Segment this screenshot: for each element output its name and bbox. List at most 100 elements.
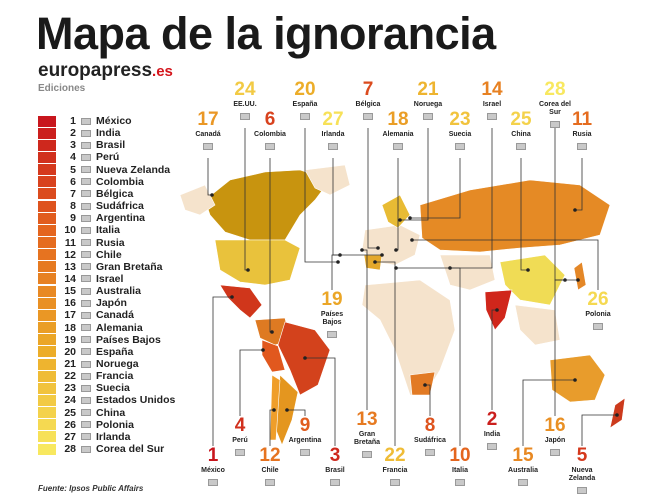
leader-line [212, 296, 232, 446]
legend-row: 22 Francia [38, 370, 133, 382]
legend-rank: 12 [64, 248, 76, 261]
legend-swatch [38, 334, 56, 346]
legend-row: 5 Nueva Zelanda [38, 164, 170, 176]
legend-row: 2 India [38, 127, 121, 139]
callout-country: Gran Bretaña [353, 431, 381, 446]
callout-rank: 11 [571, 109, 593, 130]
leader-line [331, 254, 382, 290]
leader-dot [285, 408, 289, 412]
legend-swatch [38, 115, 56, 127]
callout-flag [300, 449, 310, 456]
land [381, 194, 411, 229]
callout-flag [455, 143, 465, 150]
callout: 22 Francia [365, 446, 425, 486]
legend-rank: 26 [64, 418, 76, 431]
legend-flag [81, 372, 91, 380]
callout-flag [577, 487, 587, 494]
callout: 5 Nueva Zelanda [552, 446, 612, 494]
leader-dot [423, 383, 427, 387]
callout-country: Países Bajos [320, 311, 344, 326]
land [219, 284, 263, 319]
callout-country: Perú [232, 437, 248, 444]
land [573, 261, 587, 291]
callout-country: Japón [544, 437, 566, 444]
callout-flag [208, 479, 218, 486]
callout: 6 Colombia [240, 110, 300, 150]
legend-rank: 4 [70, 151, 76, 164]
legend-country: Estados Unidos [96, 394, 176, 407]
legend-rank: 9 [70, 212, 76, 225]
legend-row: 25 China [38, 407, 125, 419]
legend-rank: 14 [64, 272, 76, 285]
legend-row: 9 Argentina [38, 212, 145, 224]
leader-dot [270, 330, 274, 334]
callout-flag [487, 113, 497, 120]
callout-rank: 5 [576, 445, 588, 466]
leader-dot [230, 295, 234, 299]
legend-row: 28 Corea del Sur [38, 443, 164, 455]
legend-country: Países Bajos [96, 333, 161, 346]
callout: 8 Sudáfrica [400, 416, 460, 456]
legend-flag [81, 214, 91, 222]
leader-line [375, 261, 396, 446]
callout-country: China [511, 131, 531, 138]
leader-line [450, 128, 493, 269]
callout-country: Colombia [254, 131, 286, 138]
callout-rank: 20 [294, 79, 316, 100]
leader-line [304, 128, 338, 263]
legend-row: 8 Sudáfrica [38, 200, 144, 212]
legend-rank: 18 [64, 321, 76, 334]
callout-rank: 3 [329, 445, 341, 466]
legend-flag [81, 445, 91, 453]
callout: 12 Chile [240, 446, 300, 486]
legend-row: 21 Noruega [38, 358, 139, 370]
legend-row: 7 Bélgica [38, 188, 133, 200]
legend-flag [81, 299, 91, 307]
leader-line [412, 239, 599, 290]
legend-swatch [38, 394, 56, 406]
callout-rank: 9 [299, 415, 311, 436]
callout-country: Chile [261, 467, 279, 474]
legend-rank: 19 [64, 333, 76, 346]
legend-row: 18 Alemania [38, 322, 143, 334]
legend-rank: 2 [70, 127, 76, 140]
callout-flag [577, 143, 587, 150]
land [179, 184, 216, 216]
legend-swatch [38, 431, 56, 443]
callout-rank: 27 [322, 109, 344, 130]
leader-line [410, 158, 461, 219]
legend-swatch [38, 285, 56, 297]
legend-country: Japón [96, 297, 127, 310]
legend-rank: 6 [70, 175, 76, 188]
callout: 19 Países Bajos [302, 290, 362, 338]
legend-rank: 16 [64, 297, 76, 310]
legend-flag [81, 287, 91, 295]
leader-line [396, 267, 461, 446]
leader-dot [261, 348, 265, 352]
legend-swatch [38, 261, 56, 273]
land [204, 169, 331, 241]
land [361, 279, 456, 396]
legend-flag [81, 202, 91, 210]
legend-swatch [38, 224, 56, 236]
brand-main: europapress [38, 60, 153, 81]
legend-swatch [38, 443, 56, 455]
legend-swatch [38, 273, 56, 285]
callout-rank: 22 [384, 445, 406, 466]
leader-dot [373, 260, 377, 264]
land [499, 254, 566, 306]
callout: 4 Perú [210, 416, 270, 456]
callout-rank: 18 [387, 109, 409, 130]
leader-dot [495, 308, 499, 312]
callout-country: Australia [508, 467, 538, 474]
callout: 13 Gran Bretaña [337, 410, 397, 458]
legend-country: Argentina [96, 212, 146, 225]
legend-country: Irlanda [96, 430, 131, 443]
legend-flag [81, 324, 91, 332]
callout-rank: 1 [207, 445, 219, 466]
leader-dot [615, 413, 619, 417]
leader-dot [573, 378, 577, 382]
legend-flag [81, 129, 91, 137]
legend-flag [81, 178, 91, 186]
callout-rank: 28 [544, 79, 566, 100]
